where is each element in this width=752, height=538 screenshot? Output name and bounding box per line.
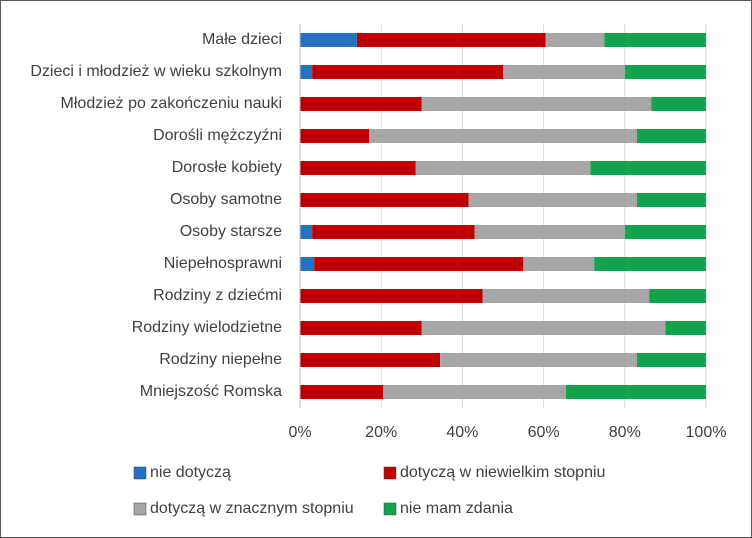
- bar-segment: [565, 385, 706, 399]
- bar-segment: [636, 129, 706, 143]
- x-tick-label: 0%: [288, 424, 311, 441]
- bar-segment: [665, 321, 706, 335]
- legend-label: dotyczą w znacznym stopniu: [150, 500, 354, 517]
- bar-segment: [468, 193, 637, 207]
- bar-segment: [356, 33, 546, 47]
- bar-segment: [636, 193, 706, 207]
- bar-segment: [300, 193, 469, 207]
- bar-segment: [300, 97, 422, 111]
- bar-segment: [300, 161, 416, 175]
- bar-segment: [636, 353, 706, 367]
- y-tick-label: Dorośli mężczyźni: [153, 127, 282, 144]
- legend-label: dotyczą w niewielkim stopniu: [400, 464, 605, 481]
- bar-segment: [415, 161, 591, 175]
- y-tick-label: Dorosłe kobiety: [172, 159, 282, 176]
- x-tick-label: 80%: [609, 424, 641, 441]
- bar-segment: [545, 33, 605, 47]
- bar-segment: [604, 33, 706, 47]
- legend-swatch: [133, 466, 147, 480]
- legend-label: nie dotyczą: [150, 464, 231, 481]
- y-tick-label: Młodzież po zakończeniu nauki: [61, 95, 282, 112]
- bar-segment: [383, 385, 566, 399]
- legend-label: nie mam zdania: [400, 500, 513, 517]
- legend-swatch: [133, 502, 147, 516]
- bar-segment: [590, 161, 706, 175]
- bar-segment: [300, 257, 315, 271]
- y-tick-label: Niepełnosprawni: [164, 255, 282, 272]
- x-tick-label: 40%: [446, 424, 478, 441]
- y-tick-label: Osoby starsze: [180, 223, 282, 240]
- bar-segment: [440, 353, 637, 367]
- x-tick-label: 100%: [686, 424, 727, 441]
- bar-segment: [651, 97, 706, 111]
- y-tick-label: Rodziny wielodzietne: [132, 319, 282, 336]
- bar-segment: [649, 289, 706, 303]
- y-tick-label: Rodziny z dziećmi: [153, 287, 282, 304]
- bar-segment: [421, 97, 652, 111]
- bar-segment: [312, 225, 475, 239]
- y-tick-label: Małe dzieci: [202, 31, 282, 48]
- bar-segment: [314, 257, 524, 271]
- bar-segment: [300, 225, 313, 239]
- bar-segment: [624, 225, 706, 239]
- bar-segment: [594, 257, 706, 271]
- bar-segment: [474, 225, 625, 239]
- y-tick-label: Mniejszość Romska: [140, 383, 282, 400]
- y-tick-label: Osoby samotne: [170, 191, 282, 208]
- bar-segment: [312, 65, 503, 79]
- y-tick-label: Dzieci i młodzież w wieku szkolnym: [30, 63, 282, 80]
- legend-swatch: [383, 502, 397, 516]
- bar-segment: [369, 129, 637, 143]
- bar-segment: [482, 289, 650, 303]
- bar-segment: [300, 65, 313, 79]
- legend-swatch: [383, 466, 397, 480]
- bar-segment: [300, 353, 441, 367]
- bar-segment: [300, 33, 357, 47]
- bar-segment: [523, 257, 595, 271]
- bar-segment: [624, 65, 706, 79]
- x-tick-label: 60%: [528, 424, 560, 441]
- y-tick-label: Rodziny niepełne: [159, 351, 282, 368]
- bar-segment: [300, 321, 422, 335]
- x-tick-label: 20%: [365, 424, 397, 441]
- bar-segment: [300, 289, 483, 303]
- bar-segment: [300, 385, 384, 399]
- bar-segment: [421, 321, 666, 335]
- bar-segment: [300, 129, 370, 143]
- bar-segment: [503, 65, 625, 79]
